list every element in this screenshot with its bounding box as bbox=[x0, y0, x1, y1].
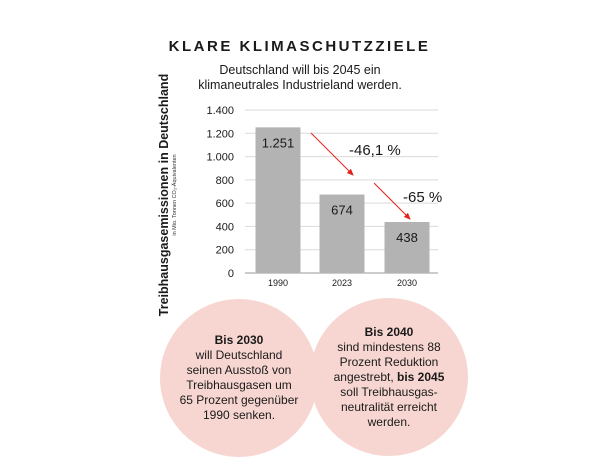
y-tick-label: 400 bbox=[216, 221, 234, 233]
y-tick-labels: 0 200 400 600 800 1.000 1.200 1.400 bbox=[206, 105, 234, 280]
change-arrow bbox=[373, 182, 411, 220]
bar bbox=[384, 222, 430, 273]
change-label: -46,1 % bbox=[349, 142, 401, 159]
y-axis-title: Treibhausgasemissionen in Deutschland bbox=[157, 73, 171, 317]
x-tick-label: 2023 bbox=[332, 278, 352, 288]
value-label: 438 bbox=[396, 230, 418, 245]
y-tick-label: 1.400 bbox=[206, 105, 234, 117]
info-circle-2040: Bis 2040 sind mindestens 88 Prozent Redu… bbox=[310, 298, 468, 456]
circle-bold-mid: bis 2045 bbox=[397, 369, 445, 384]
circle-lead: Bis 2030 bbox=[214, 333, 264, 347]
value-labels: 1.251 674 438 bbox=[262, 135, 418, 245]
change-label: -65 % bbox=[403, 189, 442, 206]
y-axis-unit: in Mio. Tonnen CO₂-Äquivalenten bbox=[172, 154, 178, 236]
bar bbox=[319, 194, 365, 273]
change-arrows: -46,1 % -65 % bbox=[310, 132, 442, 220]
x-tick-label: 1990 bbox=[268, 278, 288, 288]
bar-chart: 0 200 400 600 800 1.000 1.200 1.400 1990 2023 203… bbox=[206, 105, 442, 288]
info-circle-2030: Bis 2030 will Deutschland seinen Ausstoß… bbox=[160, 299, 318, 457]
y-axis-label: Treibhausgasemissionen in Deutschland in… bbox=[148, 74, 188, 316]
circle-lead: Bis 2040 bbox=[364, 324, 414, 339]
circle-text-b: soll Treibhausgas-neutralität erreicht w… bbox=[340, 384, 438, 429]
y-tick-label: 600 bbox=[216, 198, 234, 210]
chart-subtitle: Deutschland will bis 2045 ein klimaneutr… bbox=[198, 63, 402, 92]
x-tick-label: 2030 bbox=[397, 278, 417, 288]
value-label: 674 bbox=[331, 203, 353, 218]
value-label: 1.251 bbox=[262, 135, 295, 150]
y-tick-label: 800 bbox=[216, 175, 234, 187]
circle-text-a: sind mindestens 88 Prozent Reduktion ang… bbox=[333, 339, 441, 384]
y-tick-label: 1.000 bbox=[206, 152, 234, 164]
x-tick-labels: 1990 2023 2030 bbox=[268, 278, 417, 288]
y-tick-label: 1.200 bbox=[206, 128, 234, 140]
circle-text: will Deutschland seinen Ausstoß von Trei… bbox=[179, 348, 299, 422]
y-tick-label: 0 bbox=[228, 268, 234, 280]
bars bbox=[255, 127, 430, 273]
y-tick-label: 200 bbox=[216, 245, 234, 257]
change-arrow bbox=[310, 132, 354, 176]
chart-title: KLARE KLIMASCHUTZZIELE bbox=[168, 38, 431, 55]
bar bbox=[255, 127, 301, 273]
